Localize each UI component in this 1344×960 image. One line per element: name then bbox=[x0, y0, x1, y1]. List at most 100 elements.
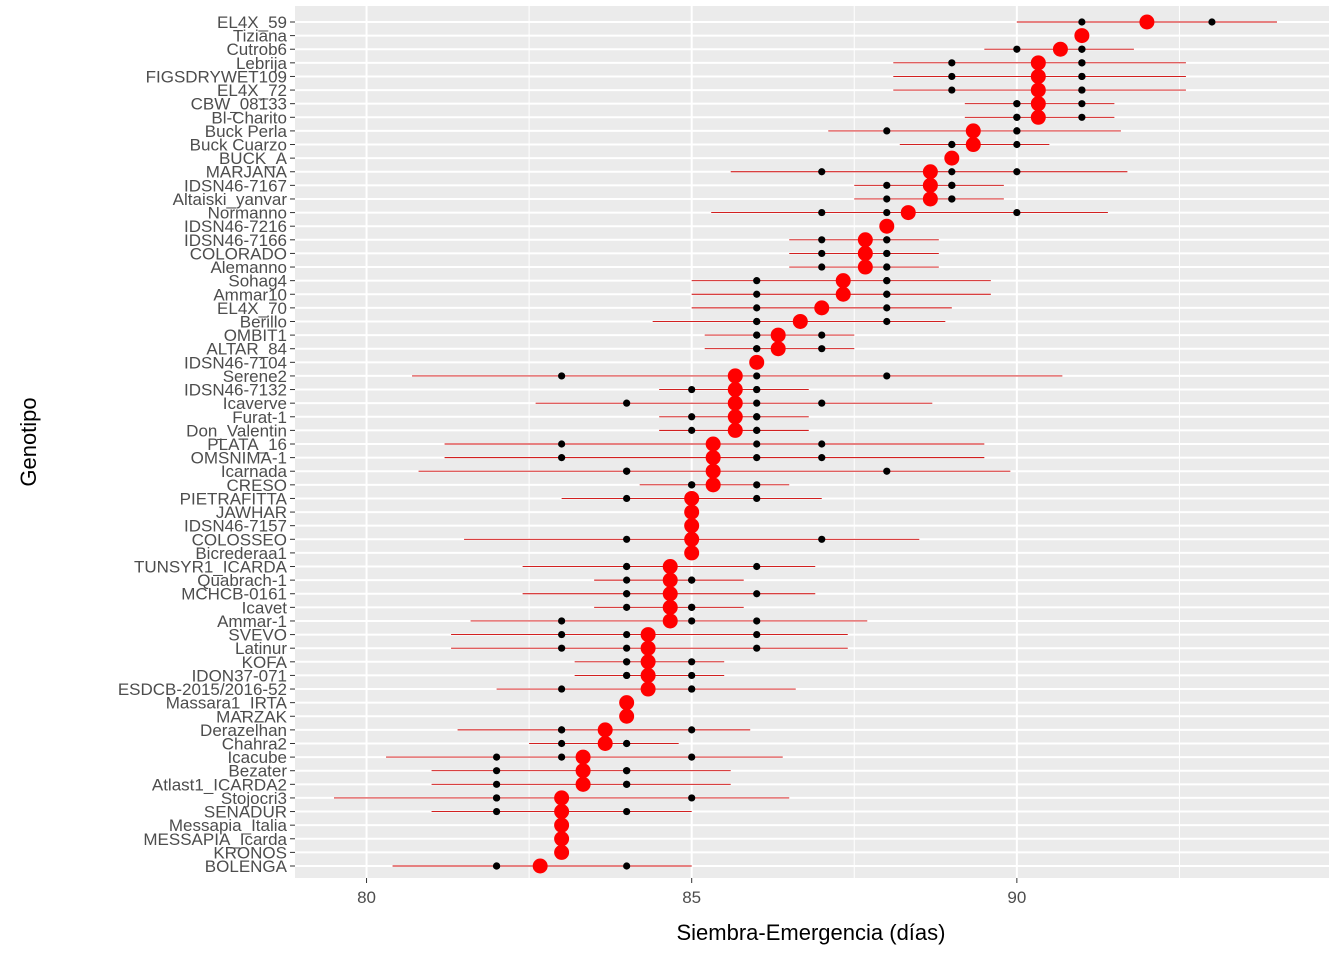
y-tick-label: IDSN46-7157 bbox=[184, 517, 287, 536]
observation-point bbox=[688, 671, 696, 680]
observation-point bbox=[948, 72, 956, 81]
observation-point bbox=[818, 440, 826, 448]
mean-point bbox=[619, 708, 635, 724]
mean-point bbox=[965, 123, 981, 139]
observation-point bbox=[753, 562, 761, 571]
mean-point bbox=[770, 341, 786, 357]
y-tick-label: Bicrederaa1 bbox=[195, 544, 287, 563]
y-tick-label: EL4X_72 bbox=[217, 81, 287, 100]
y-tick-label: MESSAPIA_Icarda bbox=[143, 830, 287, 849]
y-tick-label: Ammar10 bbox=[213, 285, 287, 304]
mean-point bbox=[640, 667, 656, 683]
mean-point bbox=[684, 545, 700, 561]
observation-point bbox=[492, 862, 501, 870]
y-tick-label: Atlast1_ICARDA2 bbox=[152, 775, 287, 794]
observation-point bbox=[492, 794, 501, 802]
mean-point bbox=[532, 858, 548, 874]
observation-point bbox=[623, 644, 631, 652]
observation-point bbox=[753, 385, 761, 394]
y-tick-label: IDON37-071 bbox=[192, 666, 287, 685]
observation-point bbox=[753, 426, 761, 434]
x-axis-title: Siembra-Emergencia (días) bbox=[677, 920, 946, 945]
mean-point bbox=[1030, 109, 1046, 125]
observation-point bbox=[883, 127, 891, 135]
observation-point bbox=[1013, 113, 1021, 121]
observation-point bbox=[623, 807, 631, 816]
mean-point bbox=[792, 313, 808, 329]
observation-point bbox=[883, 263, 891, 271]
mean-point bbox=[922, 177, 938, 193]
observation-point bbox=[753, 617, 761, 625]
observation-point bbox=[753, 304, 761, 312]
y-tick-label: BOLENGA bbox=[205, 857, 288, 876]
mean-point bbox=[705, 477, 721, 493]
observation-point bbox=[558, 644, 566, 652]
y-tick-label: Serene2 bbox=[223, 367, 287, 386]
observation-point bbox=[818, 399, 826, 407]
y-tick-label: ESDCB-2015/2016-52 bbox=[118, 680, 287, 699]
mean-point bbox=[597, 735, 613, 751]
observation-point bbox=[688, 413, 696, 421]
observation-point bbox=[1013, 100, 1021, 108]
observation-point bbox=[818, 236, 826, 244]
observation-point bbox=[883, 304, 891, 312]
mean-point bbox=[1030, 68, 1046, 84]
observation-point bbox=[688, 385, 696, 394]
mean-point bbox=[662, 586, 678, 602]
observation-point bbox=[558, 454, 566, 462]
observation-point bbox=[818, 535, 826, 543]
observation-point bbox=[883, 277, 891, 285]
observation-point bbox=[883, 181, 891, 189]
mean-point bbox=[1030, 82, 1046, 98]
mean-point bbox=[857, 245, 873, 261]
y-tick-label: Normanno bbox=[208, 204, 287, 223]
y-tick-label: Lebrija bbox=[236, 54, 288, 73]
mean-point bbox=[1030, 55, 1046, 71]
y-tick-label: SENADUR bbox=[204, 803, 287, 822]
observation-point bbox=[492, 780, 501, 788]
observation-point bbox=[623, 494, 631, 503]
x-tick-label: 80 bbox=[357, 888, 376, 907]
y-tick-label: Furat-1 bbox=[232, 408, 287, 427]
mean-point bbox=[597, 722, 613, 738]
y-tick-label: Don_Valentin bbox=[186, 421, 287, 440]
observation-point bbox=[558, 685, 566, 693]
mean-point bbox=[554, 790, 570, 806]
observation-point bbox=[623, 767, 631, 775]
observation-point bbox=[753, 399, 761, 407]
observation-point bbox=[623, 399, 631, 407]
mean-point bbox=[554, 817, 570, 833]
mean-point bbox=[1052, 41, 1068, 57]
mean-point bbox=[727, 422, 743, 438]
observation-point bbox=[818, 345, 826, 353]
observation-point bbox=[948, 86, 956, 94]
observation-point bbox=[818, 249, 826, 258]
observation-point bbox=[948, 59, 956, 67]
observation-point bbox=[623, 780, 631, 788]
y-tick-label: IDSN46-7166 bbox=[184, 231, 287, 250]
y-tick-label: Sohag4 bbox=[228, 272, 287, 291]
observation-point bbox=[688, 481, 696, 489]
observation-point bbox=[948, 168, 956, 176]
observation-point bbox=[753, 331, 761, 339]
mean-point bbox=[554, 804, 570, 820]
observation-point bbox=[753, 630, 761, 639]
observation-point bbox=[1013, 168, 1021, 176]
mean-point bbox=[1030, 96, 1046, 112]
y-tick-label: Ammar-1 bbox=[217, 612, 287, 631]
observation-point bbox=[883, 467, 891, 475]
y-tick-label: BUCK_A bbox=[219, 149, 288, 168]
mean-point bbox=[640, 681, 656, 697]
observation-point bbox=[1078, 45, 1086, 53]
mean-point bbox=[814, 300, 830, 316]
mean-point bbox=[727, 368, 743, 384]
y-tick-label: PIETRAFITTA bbox=[180, 489, 288, 508]
observation-point bbox=[623, 671, 631, 680]
observation-point bbox=[623, 739, 631, 748]
y-tick-label: Chahra2 bbox=[222, 734, 287, 753]
observation-point bbox=[948, 140, 956, 149]
mean-point bbox=[662, 559, 678, 575]
observation-point bbox=[492, 807, 501, 816]
mean-point bbox=[684, 490, 700, 506]
